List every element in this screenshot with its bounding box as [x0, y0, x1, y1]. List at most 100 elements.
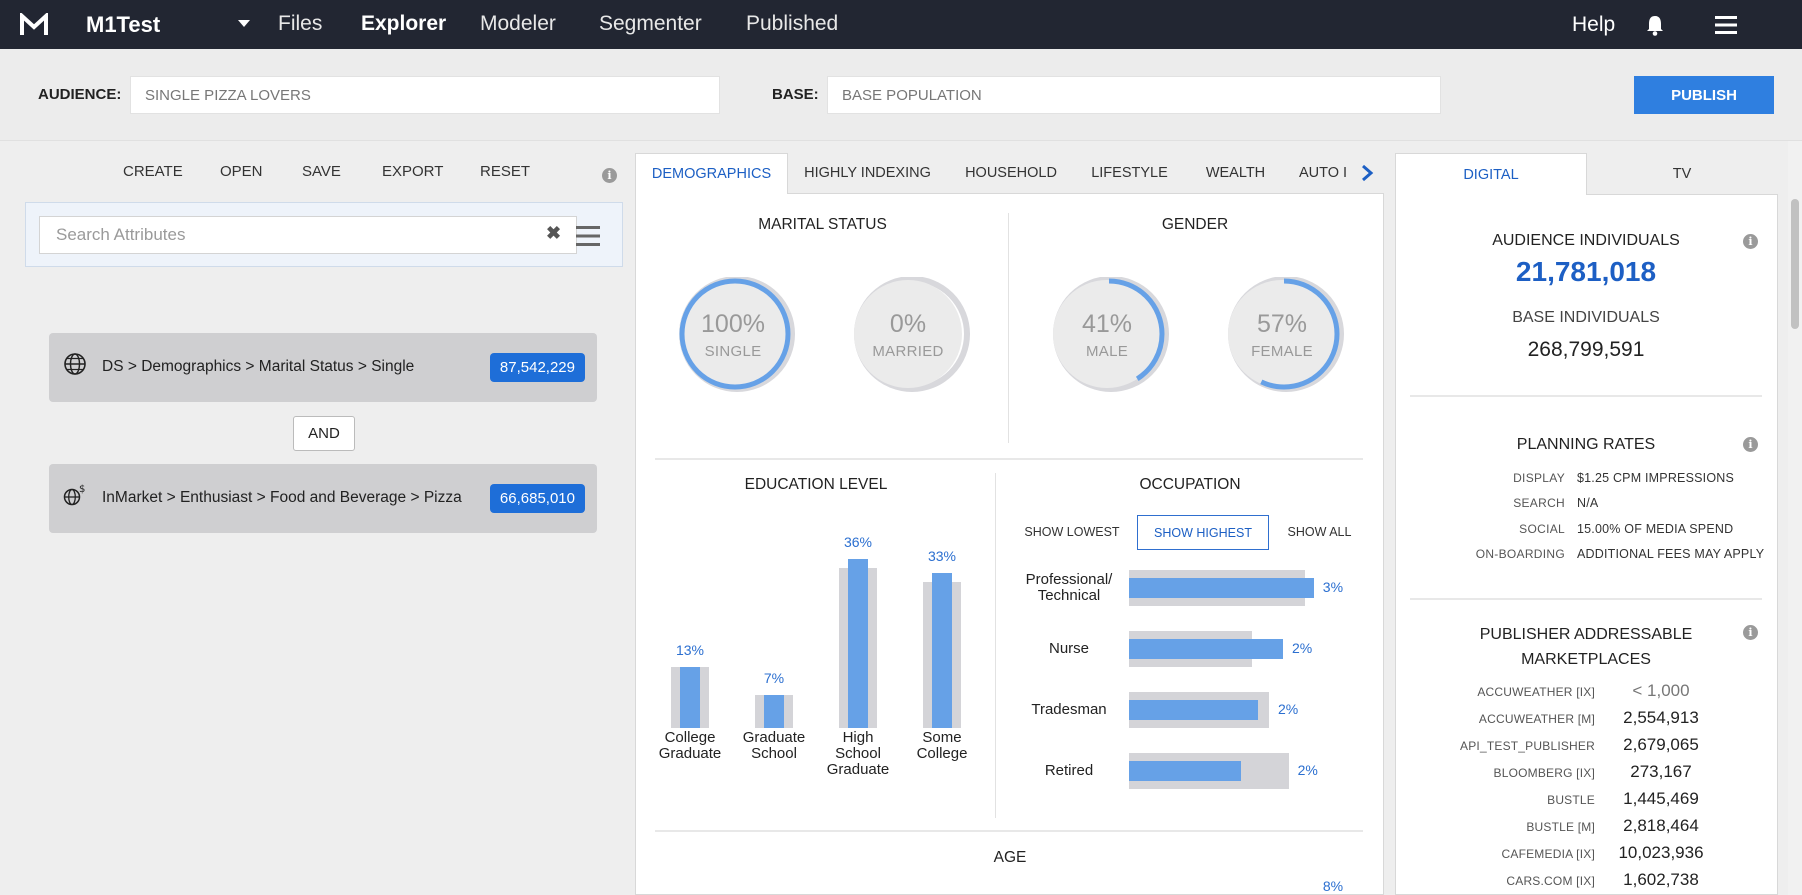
- audience-bar: AUDIENCE: BASE: PUBLISH: [0, 49, 1802, 141]
- chevron-right-icon[interactable]: [1359, 163, 1375, 183]
- occupation-label: Professional/ Technical: [1025, 571, 1113, 604]
- ring-disc: [1053, 280, 1161, 388]
- occupation-value-label: 2%: [1297, 762, 1318, 778]
- tab-lifestyle[interactable]: LIFESTYLE: [1091, 165, 1168, 181]
- rule-path: InMarket > Enthusiast > Food and Beverag…: [102, 489, 462, 506]
- ring-label: SINGLE: [704, 343, 762, 360]
- nav-published[interactable]: Published: [746, 12, 839, 35]
- list-menu-icon[interactable]: [576, 225, 600, 247]
- ring-male: 41% MALE: [1050, 277, 1176, 403]
- ring-married: 0% MARRIED: [851, 277, 977, 403]
- marketplace-name: API_TEST_PUBLISHER: [1460, 739, 1595, 753]
- nav-explorer[interactable]: Explorer: [361, 12, 447, 35]
- ring-disc: [1228, 280, 1336, 388]
- ring-female: 57% FEMALE: [1225, 277, 1351, 403]
- ring-gauge: [854, 277, 970, 392]
- nav-files[interactable]: Files: [278, 12, 323, 35]
- rate-key: SEARCH: [1513, 496, 1565, 511]
- education-audience-bar: [932, 572, 952, 728]
- education-value-label: 33%: [927, 547, 957, 564]
- planning-rates-title: PLANNING RATES: [1516, 436, 1656, 453]
- tab-auto[interactable]: AUTO I: [1299, 165, 1348, 181]
- marketplace-name: BLOOMBERG [IX]: [1493, 766, 1595, 780]
- tab-household[interactable]: HOUSEHOLD: [965, 165, 1057, 181]
- base-individuals-value: 268,799,591: [1527, 338, 1645, 361]
- education-audience-bar: [680, 666, 700, 728]
- tab-highly-indexing[interactable]: HIGHLY INDEXING: [804, 165, 931, 181]
- education-value-label: 36%: [843, 533, 873, 550]
- search-attributes-panel: ✖: [25, 202, 623, 267]
- rule-path: DS > Demographics > Marital Status > Sin…: [102, 358, 415, 375]
- rate-key: SOCIAL: [1519, 521, 1565, 536]
- rate-value: $1.25 CPM IMPRESSIONS: [1577, 471, 1735, 485]
- tab-demographics[interactable]: DEMOGRAPHICS: [635, 153, 788, 194]
- hamburger-menu-icon[interactable]: [1715, 16, 1737, 34]
- ring-gauge: [679, 277, 795, 392]
- ring-percent: 100%: [701, 310, 765, 338]
- ring-value-arc: [1053, 278, 1165, 390]
- show-highest-toggle[interactable]: SHOW HIGHEST: [1137, 515, 1269, 550]
- publish-button[interactable]: PUBLISH: [1634, 76, 1774, 114]
- chevron-down-icon[interactable]: [238, 20, 250, 27]
- ring-disc: [854, 280, 962, 388]
- reset-button[interactable]: RESET: [480, 163, 531, 180]
- info-icon[interactable]: i: [602, 168, 617, 183]
- create-button[interactable]: CREATE: [123, 163, 183, 180]
- marketplace-name: BUSTLE [M]: [1526, 820, 1595, 834]
- info-icon[interactable]: i: [1743, 437, 1758, 452]
- marketplaces-title: PUBLISHER ADDRESSABLE MARKETPLACES: [1479, 626, 1693, 668]
- close-icon[interactable]: ✖: [546, 223, 562, 243]
- marketplace-value: 1,445,469: [1623, 789, 1699, 808]
- show-all-toggle[interactable]: SHOW ALL: [1287, 525, 1352, 539]
- audience-input[interactable]: [130, 76, 720, 114]
- top-nav: M1Test Files Explorer Modeler Segmenter …: [0, 0, 1802, 49]
- ring-label: MALE: [1085, 343, 1129, 360]
- svg-text:$: $: [79, 484, 85, 495]
- bell-icon[interactable]: [1644, 14, 1666, 36]
- show-lowest-toggle[interactable]: SHOW LOWEST: [1024, 525, 1120, 539]
- rule-count-badge: 66,685,010: [489, 484, 585, 513]
- rule-card[interactable]: DS > Demographics > Marital Status > Sin…: [49, 333, 597, 402]
- tab-digital[interactable]: DIGITAL: [1395, 153, 1587, 195]
- base-label: BASE:: [772, 86, 819, 103]
- age-title: AGE: [993, 849, 1027, 866]
- info-icon[interactable]: i: [1743, 625, 1758, 640]
- divider: [1410, 598, 1762, 600]
- ring-label: FEMALE: [1251, 343, 1313, 360]
- app-brand[interactable]: M1Test: [86, 12, 161, 37]
- rate-key: ON-BOARDING: [1475, 546, 1565, 561]
- scrollbar-thumb[interactable]: [1791, 199, 1799, 329]
- education-category-label: Graduate School: [742, 729, 806, 762]
- marketplace-value: 1,602,738: [1623, 870, 1699, 889]
- education-category-label: High School Graduate: [826, 729, 890, 778]
- nav-modeler[interactable]: Modeler: [480, 12, 556, 35]
- marketplace-name: ACCUWEATHER [M]: [1478, 712, 1595, 726]
- occupation-label: Retired: [1044, 762, 1094, 779]
- scrollbar[interactable]: [1788, 141, 1802, 895]
- tab-tv[interactable]: TV: [1672, 166, 1692, 182]
- education-audience-bar: [764, 695, 784, 728]
- info-icon[interactable]: i: [1743, 234, 1758, 249]
- divider: [655, 458, 1363, 460]
- nav-segmenter[interactable]: Segmenter: [599, 12, 702, 35]
- rate-value: ADDITIONAL FEES MAY APPLY: [1577, 546, 1765, 561]
- open-button[interactable]: OPEN: [220, 163, 263, 180]
- help-link[interactable]: Help: [1572, 13, 1616, 36]
- logo-icon[interactable]: [20, 13, 48, 37]
- rule-card[interactable]: $ InMarket > Enthusiast > Food and Bever…: [49, 464, 597, 533]
- occupation-audience-bar: [1129, 700, 1258, 720]
- marketplace-value: 2,818,464: [1623, 816, 1699, 835]
- marketplace-name: CAFEMEDIA [IX]: [1501, 847, 1595, 861]
- export-button[interactable]: EXPORT: [382, 163, 444, 180]
- save-button[interactable]: SAVE: [302, 163, 341, 180]
- divider: [1410, 395, 1762, 397]
- and-operator-button[interactable]: AND: [293, 416, 355, 451]
- ring-disc: [679, 280, 787, 388]
- occupation-label: Nurse: [1048, 640, 1089, 657]
- tab-wealth[interactable]: WEALTH: [1205, 165, 1266, 181]
- rate-value: 15.00% OF MEDIA SPEND: [1577, 521, 1734, 536]
- search-attributes-input[interactable]: [39, 216, 577, 254]
- base-input[interactable]: [827, 76, 1441, 114]
- occupation-audience-bar: [1129, 578, 1314, 598]
- audience-label: AUDIENCE:: [38, 86, 122, 103]
